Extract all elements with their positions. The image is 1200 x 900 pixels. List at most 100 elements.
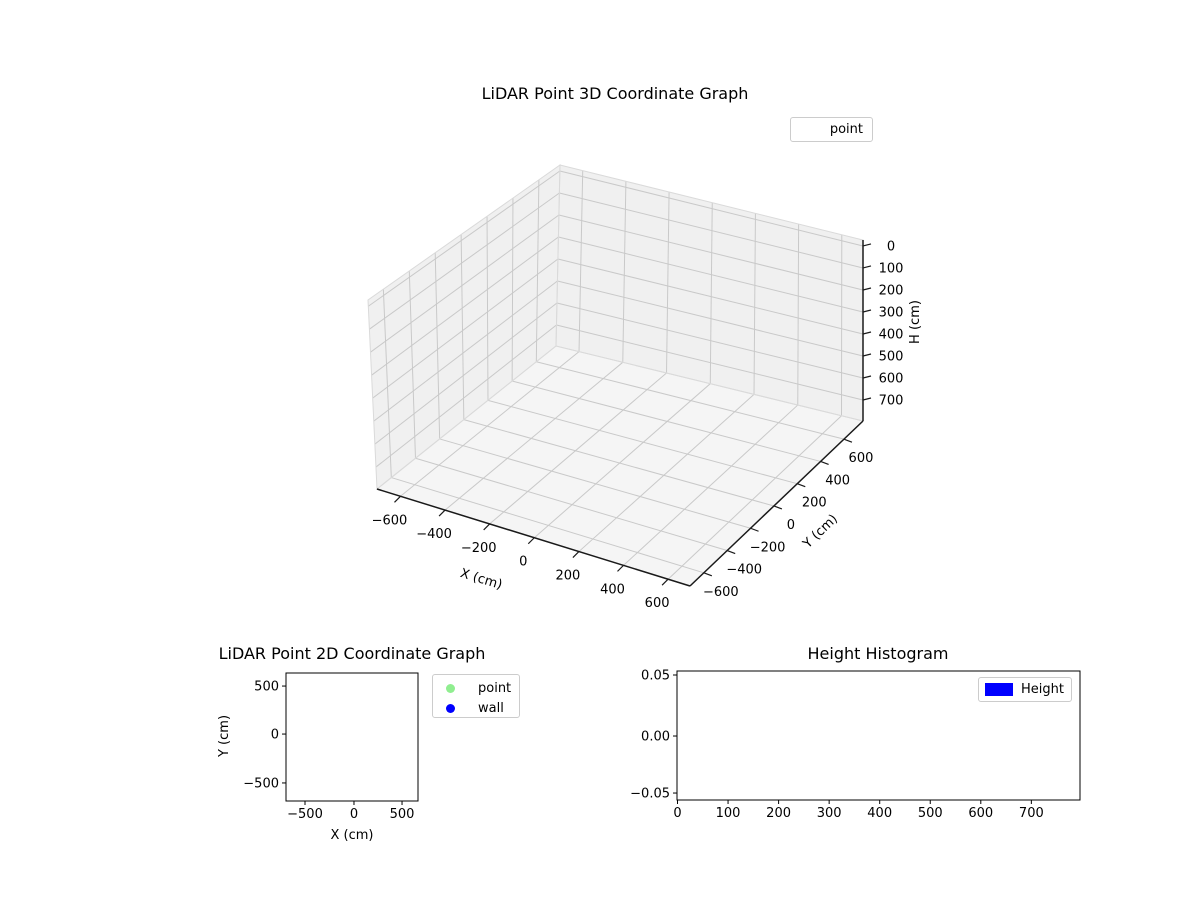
plot3d-xgrid-wall-4 [753, 213, 756, 395]
plot3d-ytick-label-5: 400 [825, 473, 850, 488]
hist-legend-marker-height [985, 683, 1013, 696]
plot3d-xtick-2 [483, 523, 491, 531]
plot2d-legend-marker-wall [446, 703, 455, 713]
plot3d-ytick-label-0: −600 [703, 585, 739, 600]
plot3d-ygrid-wall-6 [535, 179, 540, 362]
plot3d-xgrid-wall-2 [666, 191, 670, 374]
plot3d-zgrid-left-1 [369, 192, 560, 330]
plot2d-legend-marker-point [446, 683, 455, 693]
plot3d-xtick-label-5: 400 [600, 582, 625, 597]
plot3d-xgrid-wall-1 [622, 181, 627, 363]
plot2d-xtick-label-0: −500 [287, 807, 323, 822]
plot2d-legend-label-point: point [478, 680, 512, 696]
plot3d-xgrid-floor-3 [533, 383, 711, 539]
hist-xtick-label-0: 0 [673, 806, 681, 821]
plot3d-ygrid-floor-1 [415, 457, 728, 552]
plot3d-ygrid-wall-5 [511, 198, 514, 382]
plot3d-xgrid-wall-3 [709, 202, 713, 384]
hist-xtick-label-1: 100 [716, 806, 741, 821]
plot3d-zgrid-left-0 [368, 170, 561, 307]
plot3d-ztick-4 [862, 331, 872, 335]
hist-ytick-label-2: −0.05 [630, 787, 670, 802]
plot3d-zgrid-left-3 [371, 236, 559, 376]
plot3d-xgrid-wall-0 [578, 170, 584, 352]
plot3d-xtick-4 [572, 551, 580, 558]
plot2d-legend-row-wall: wall [433, 698, 519, 718]
plot3d-legend-label-point: point [829, 122, 863, 137]
plot3d-legend-marker-point [796, 125, 830, 135]
plot3d-ztick-2 [862, 287, 872, 291]
plot3d-xtick-3 [527, 537, 535, 545]
plot3d-ztick-0 [862, 243, 872, 247]
plot3d-xgrid-floor-2 [489, 372, 667, 525]
plot3d-ztick-label-7: 700 [879, 394, 904, 409]
plot2d-legend-label-wall: wall [478, 700, 504, 716]
plot3d-zlabel: H (cm) [908, 300, 923, 344]
plot3d-ytick-label-3: 0 [787, 518, 795, 533]
plot3d-ytick-label-6: 600 [849, 451, 874, 466]
plot3d-ygrid-wall-4 [486, 216, 489, 401]
plot3d-zgrid-right-4 [557, 258, 864, 335]
plot3d-ytick-0 [703, 572, 713, 577]
plot3d-xgrid-floor-6 [667, 415, 842, 580]
plot3d-ygrid-wall-1 [408, 270, 416, 459]
plot3d-xtick-label-3: 0 [519, 555, 527, 570]
plot3d-ygrid-wall-0 [382, 289, 392, 478]
plot3d-xtick-label-0: −600 [372, 513, 408, 528]
plot2d-ylabel: Y (cm) [217, 714, 232, 758]
plot2d-xtick-label-1: 0 [350, 807, 358, 822]
plot3d-zgrid-left-2 [370, 214, 560, 353]
plot2d-axes-box [285, 672, 419, 802]
plot2d-xlabel: X (cm) [330, 828, 374, 843]
plot3d-right-pane [556, 165, 863, 421]
plot3d-ytick-label-1: −400 [726, 563, 762, 578]
hist-xtick-label-2: 200 [766, 806, 791, 821]
plot3d-ygrid-floor-0 [391, 477, 704, 574]
plot3d-ygrid-wall-2 [434, 252, 441, 439]
plot2d-xtick-label-2: 500 [390, 807, 415, 822]
hist-xtick-label-7: 700 [1019, 806, 1044, 821]
plot3d-ygrid-floor-2 [439, 438, 751, 529]
plot3d-zgrid-left-5 [373, 280, 558, 422]
plot3d-ztick-label-5: 500 [879, 349, 904, 364]
plot3d-zgrid-left-6 [374, 302, 558, 445]
plot3d-xtick-label-1: −400 [416, 527, 452, 542]
plot3d-zgrid-right-3 [558, 236, 864, 313]
plot2d-legend: point wall [432, 674, 520, 718]
plot3d-ztick-1 [862, 265, 872, 269]
plot3d-ytick-1 [726, 549, 736, 555]
plot2d-ytick-label-2: −500 [243, 776, 279, 791]
plot3d-zgrid-right-7 [556, 324, 864, 401]
hist-xtick-label-4: 400 [867, 806, 892, 821]
plot3d-zgrid-right-2 [558, 214, 864, 291]
hist-legend: Height [978, 677, 1072, 702]
plot3d-zgrid-right-5 [557, 280, 864, 357]
plot2d-ytick-label-0: 500 [254, 680, 279, 695]
plot3d-zgrid-right-0 [559, 170, 864, 247]
plot3d-zgrid-right-6 [556, 302, 864, 379]
plot3d-y-axis-line [689, 420, 864, 587]
plot3d-ztick-5 [862, 353, 872, 357]
plot3d-ygrid-floor-5 [512, 380, 821, 462]
plot3d-ztick-label-2: 200 [879, 283, 904, 298]
plot3d-ygrid-wall-3 [460, 234, 465, 420]
plot3d-legend: point [790, 117, 873, 142]
plot3d-xtick-0 [394, 495, 401, 503]
hist-axes-box [676, 670, 1081, 801]
plot2d-legend-row-point: point [433, 678, 519, 698]
plot3d-ytick-6 [843, 438, 853, 443]
plot3d-ytick-5 [820, 460, 829, 465]
plot3d-ytick-4 [797, 483, 806, 488]
plot3d-xgrid-floor-4 [578, 394, 755, 552]
plot3d-xtick-label-4: 200 [555, 569, 580, 584]
plot3d-ytick-2 [750, 527, 759, 532]
hist-xtick-label-5: 500 [918, 806, 943, 821]
plot3d-ygrid-floor-3 [463, 419, 775, 507]
plot3d-xgrid-wall-5 [797, 224, 800, 406]
plot3d-xgrid-floor-1 [444, 361, 624, 511]
plot3d-xtick-6 [661, 578, 669, 586]
plot3d-ytick-label-4: 200 [802, 496, 827, 511]
plot3d-x-axis-line [376, 488, 691, 587]
